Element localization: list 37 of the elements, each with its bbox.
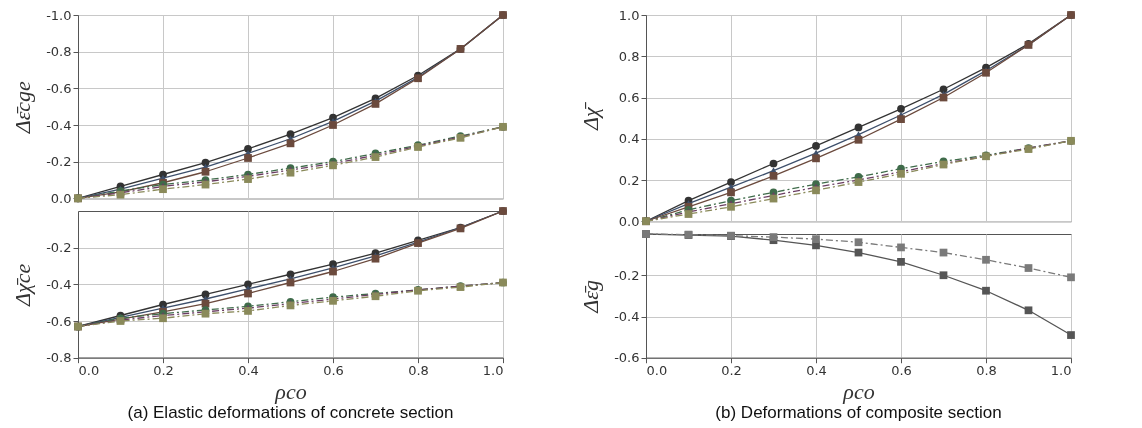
x-axis-title: ρco [274,379,307,405]
y-tick-label: 0.4 [618,131,640,147]
y-axis-title: Δχ̄ce [9,263,35,307]
y-tick-label: 0.6 [618,90,640,105]
x-tick-label: 0.4 [806,363,827,379]
x-tick-label: 0.2 [153,363,174,379]
x-tick-label: 0.4 [238,363,259,379]
x-tick-label: 0.8 [976,363,997,379]
y-tick-label: -0.2 [46,240,72,256]
y-tick-label: -0.8 [46,44,72,60]
y-axis-title: Δχ̄ [577,101,603,131]
y-tick-label: -0.4 [614,309,640,324]
y-tick-label: -0.4 [46,117,72,133]
x-tick-label: 0.0 [646,363,668,379]
x-tick-label: 0.0 [78,363,100,379]
y-tick-label: -0.6 [46,80,72,96]
x-axis-title: ρco [842,379,875,405]
y-tick-label: -0.8 [46,350,72,366]
y-axis-title: Δε̄cge [9,80,35,135]
y-tick-label: 0.0 [50,190,72,206]
y-tick-label: 0.8 [618,48,640,64]
y-tick-label: -0.2 [614,267,640,283]
y-tick-label: 0.0 [618,213,640,229]
y-tick-label: -0.6 [614,350,640,366]
y-tick-label: -1.0 [46,7,72,23]
y-tick-label: -0.6 [46,313,72,329]
y-tick-label: 0.2 [618,172,640,188]
x-tick-label: 1.0 [1050,363,1072,379]
x-tick-label: 0.8 [408,363,429,379]
x-tick-label: 1.0 [482,363,504,379]
y-axis-title: Δε̄g [577,280,603,314]
x-tick-label: 0.2 [721,363,742,379]
x-tick-label: 0.6 [891,363,912,379]
y-tick-label: -0.2 [46,154,72,170]
y-tick-label: -0.4 [46,276,72,292]
y-tick-label: 1.0 [618,7,640,23]
x-tick-label: 0.6 [323,363,344,379]
